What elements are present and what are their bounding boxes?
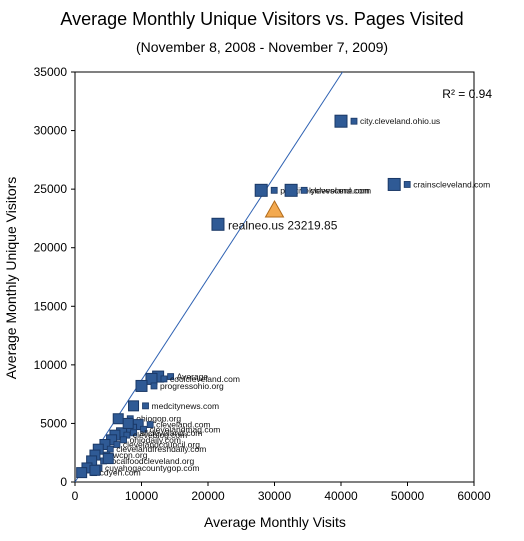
y-tick-label: 5000 (40, 416, 67, 430)
x-tick-label: 0 (72, 489, 79, 503)
x-tick-label: 50000 (391, 489, 425, 503)
data-label: ohiodaily.com (130, 435, 181, 445)
data-label: clevelandfreshdaily.com (116, 444, 206, 454)
label-marker (403, 181, 411, 188)
data-point (334, 114, 348, 128)
data-label: localfoodcleveland.org (110, 456, 195, 466)
data-point (102, 453, 114, 465)
data-label: wcpn.org (112, 450, 148, 460)
label-marker (300, 186, 308, 194)
chart-subtitle: (November 8, 2008 - November 7, 2009) (136, 39, 388, 55)
label-marker (113, 441, 121, 448)
data-point (76, 467, 88, 479)
y-tick-label: 35000 (34, 65, 68, 79)
data-point (135, 379, 148, 392)
data-point (89, 464, 101, 476)
label-marker (270, 186, 278, 194)
data-label: coolcleveland.com (170, 374, 240, 384)
data-point (128, 400, 140, 412)
y-tick-label: 20000 (34, 241, 68, 255)
data-label: ohiogop.org (136, 414, 181, 424)
data-label: allcleveland.com (140, 428, 203, 438)
label-marker (160, 375, 168, 383)
data-label: crainscleveland.com (413, 179, 490, 189)
x-tick-label: 10000 (125, 489, 159, 503)
data-label: city.cleveland.ohio.us (360, 116, 440, 126)
label-marker (140, 425, 147, 433)
data-point (112, 413, 124, 425)
data-point (211, 217, 225, 231)
y-tick-label: 15000 (34, 299, 68, 313)
y-tick-label: 25000 (34, 182, 68, 196)
data-point (387, 177, 401, 191)
data-label: medcitynews.com (152, 401, 220, 411)
data-label: positivelycleveland.com (280, 185, 369, 195)
data-label: clevelandmag.com (150, 424, 221, 434)
data-label: cuyahogacountygop.com (105, 463, 200, 473)
x-tick-label: 30000 (258, 489, 292, 503)
data-label: cleveland.com (156, 420, 210, 430)
label-marker (146, 421, 154, 429)
highlight-point (264, 199, 285, 218)
data-point (122, 417, 134, 429)
y-tick-label: 30000 (34, 124, 68, 138)
data-label: progressohio.org (160, 381, 224, 391)
data-label: clevescene.com (310, 185, 371, 195)
y-axis-label: Average Monthly Unique Visitors (3, 177, 19, 380)
chart-title: Average Monthly Unique Visitors vs. Page… (60, 9, 463, 29)
y-tick-label: 0 (60, 475, 67, 489)
data-label: cdyeh.com (100, 468, 141, 478)
x-tick-label: 20000 (191, 489, 225, 503)
label-marker (350, 117, 358, 125)
data-label: clevelandcouncil.org (123, 440, 200, 450)
plot-area: 0 10000 20000 30000 40000 50000 60000 0 5000 1000… (34, 65, 491, 503)
label-marker (150, 382, 158, 390)
label-marker (142, 402, 149, 410)
x-tick-label: 40000 (324, 489, 358, 503)
highlight-label: realneo.us 23219.85 (228, 218, 338, 232)
label-marker (120, 436, 127, 444)
label-marker (130, 429, 137, 437)
data-point (254, 183, 268, 197)
data-label: cleveblog.com (133, 430, 187, 440)
data-point (284, 183, 298, 197)
y-tick-label: 10000 (34, 358, 68, 372)
label-marker (167, 373, 175, 380)
data-label: Average (177, 372, 209, 382)
x-tick-label: 60000 (457, 489, 491, 503)
x-axis-label: Average Monthly Visits (204, 514, 346, 530)
r-squared-label: R² = 0.94 (442, 87, 492, 101)
